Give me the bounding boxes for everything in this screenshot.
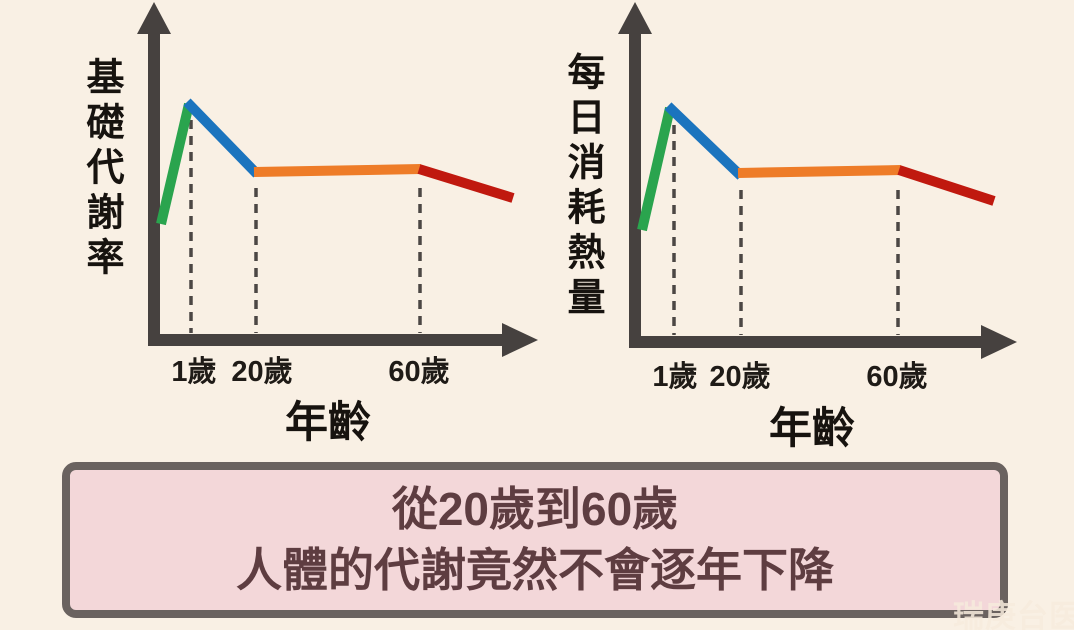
right-segment-blue — [664, 102, 745, 180]
left-tick-20y: 20歲 — [231, 356, 293, 388]
left-chart-axes — [137, 2, 538, 357]
left-x-axis-arrow-icon — [502, 323, 538, 357]
left-tick-1y: 1歲 — [171, 356, 217, 388]
right-tick-20y: 20歲 — [709, 361, 771, 393]
callout-line-2: 人體的代謝竟然不會逐年下降 — [236, 544, 834, 596]
left-segment-red — [417, 164, 515, 203]
left-segment-orange — [253, 164, 422, 177]
left-x-axis-label: 年齡 — [285, 399, 371, 447]
right-chart-series — [637, 102, 996, 232]
right-segment-red — [897, 165, 996, 206]
left-chart-guides — [189, 120, 422, 333]
right-tick-1y: 1歲 — [652, 361, 698, 393]
left-tick-60y: 60歲 — [388, 356, 450, 388]
left-chart-series — [156, 98, 515, 226]
right-y-axis-arrow-icon — [618, 2, 652, 34]
right-segment-orange — [737, 165, 902, 178]
callout-box: 從20歲到60歲 人體的代謝竟然不會逐年下降 — [62, 462, 1008, 618]
right-x-axis-label: 年齡 — [769, 405, 855, 453]
right-tick-60y: 60歲 — [866, 361, 928, 393]
left-y-axis-arrow-icon — [137, 2, 171, 34]
left-y-axis-label: 基礎代謝率 — [80, 57, 122, 282]
right-y-axis-label: 每日消耗熱量 — [561, 52, 603, 322]
right-segment-green — [637, 106, 675, 232]
watermark-text: 瑞庚台医 — [953, 599, 1074, 630]
left-segment-blue — [183, 98, 261, 178]
right-chart-guides — [672, 125, 900, 335]
right-chart-axes — [618, 2, 1017, 359]
callout-line-1: 從20歲到60歲 — [391, 483, 679, 536]
left-segment-green — [156, 102, 194, 226]
right-x-axis-arrow-icon — [981, 325, 1017, 359]
